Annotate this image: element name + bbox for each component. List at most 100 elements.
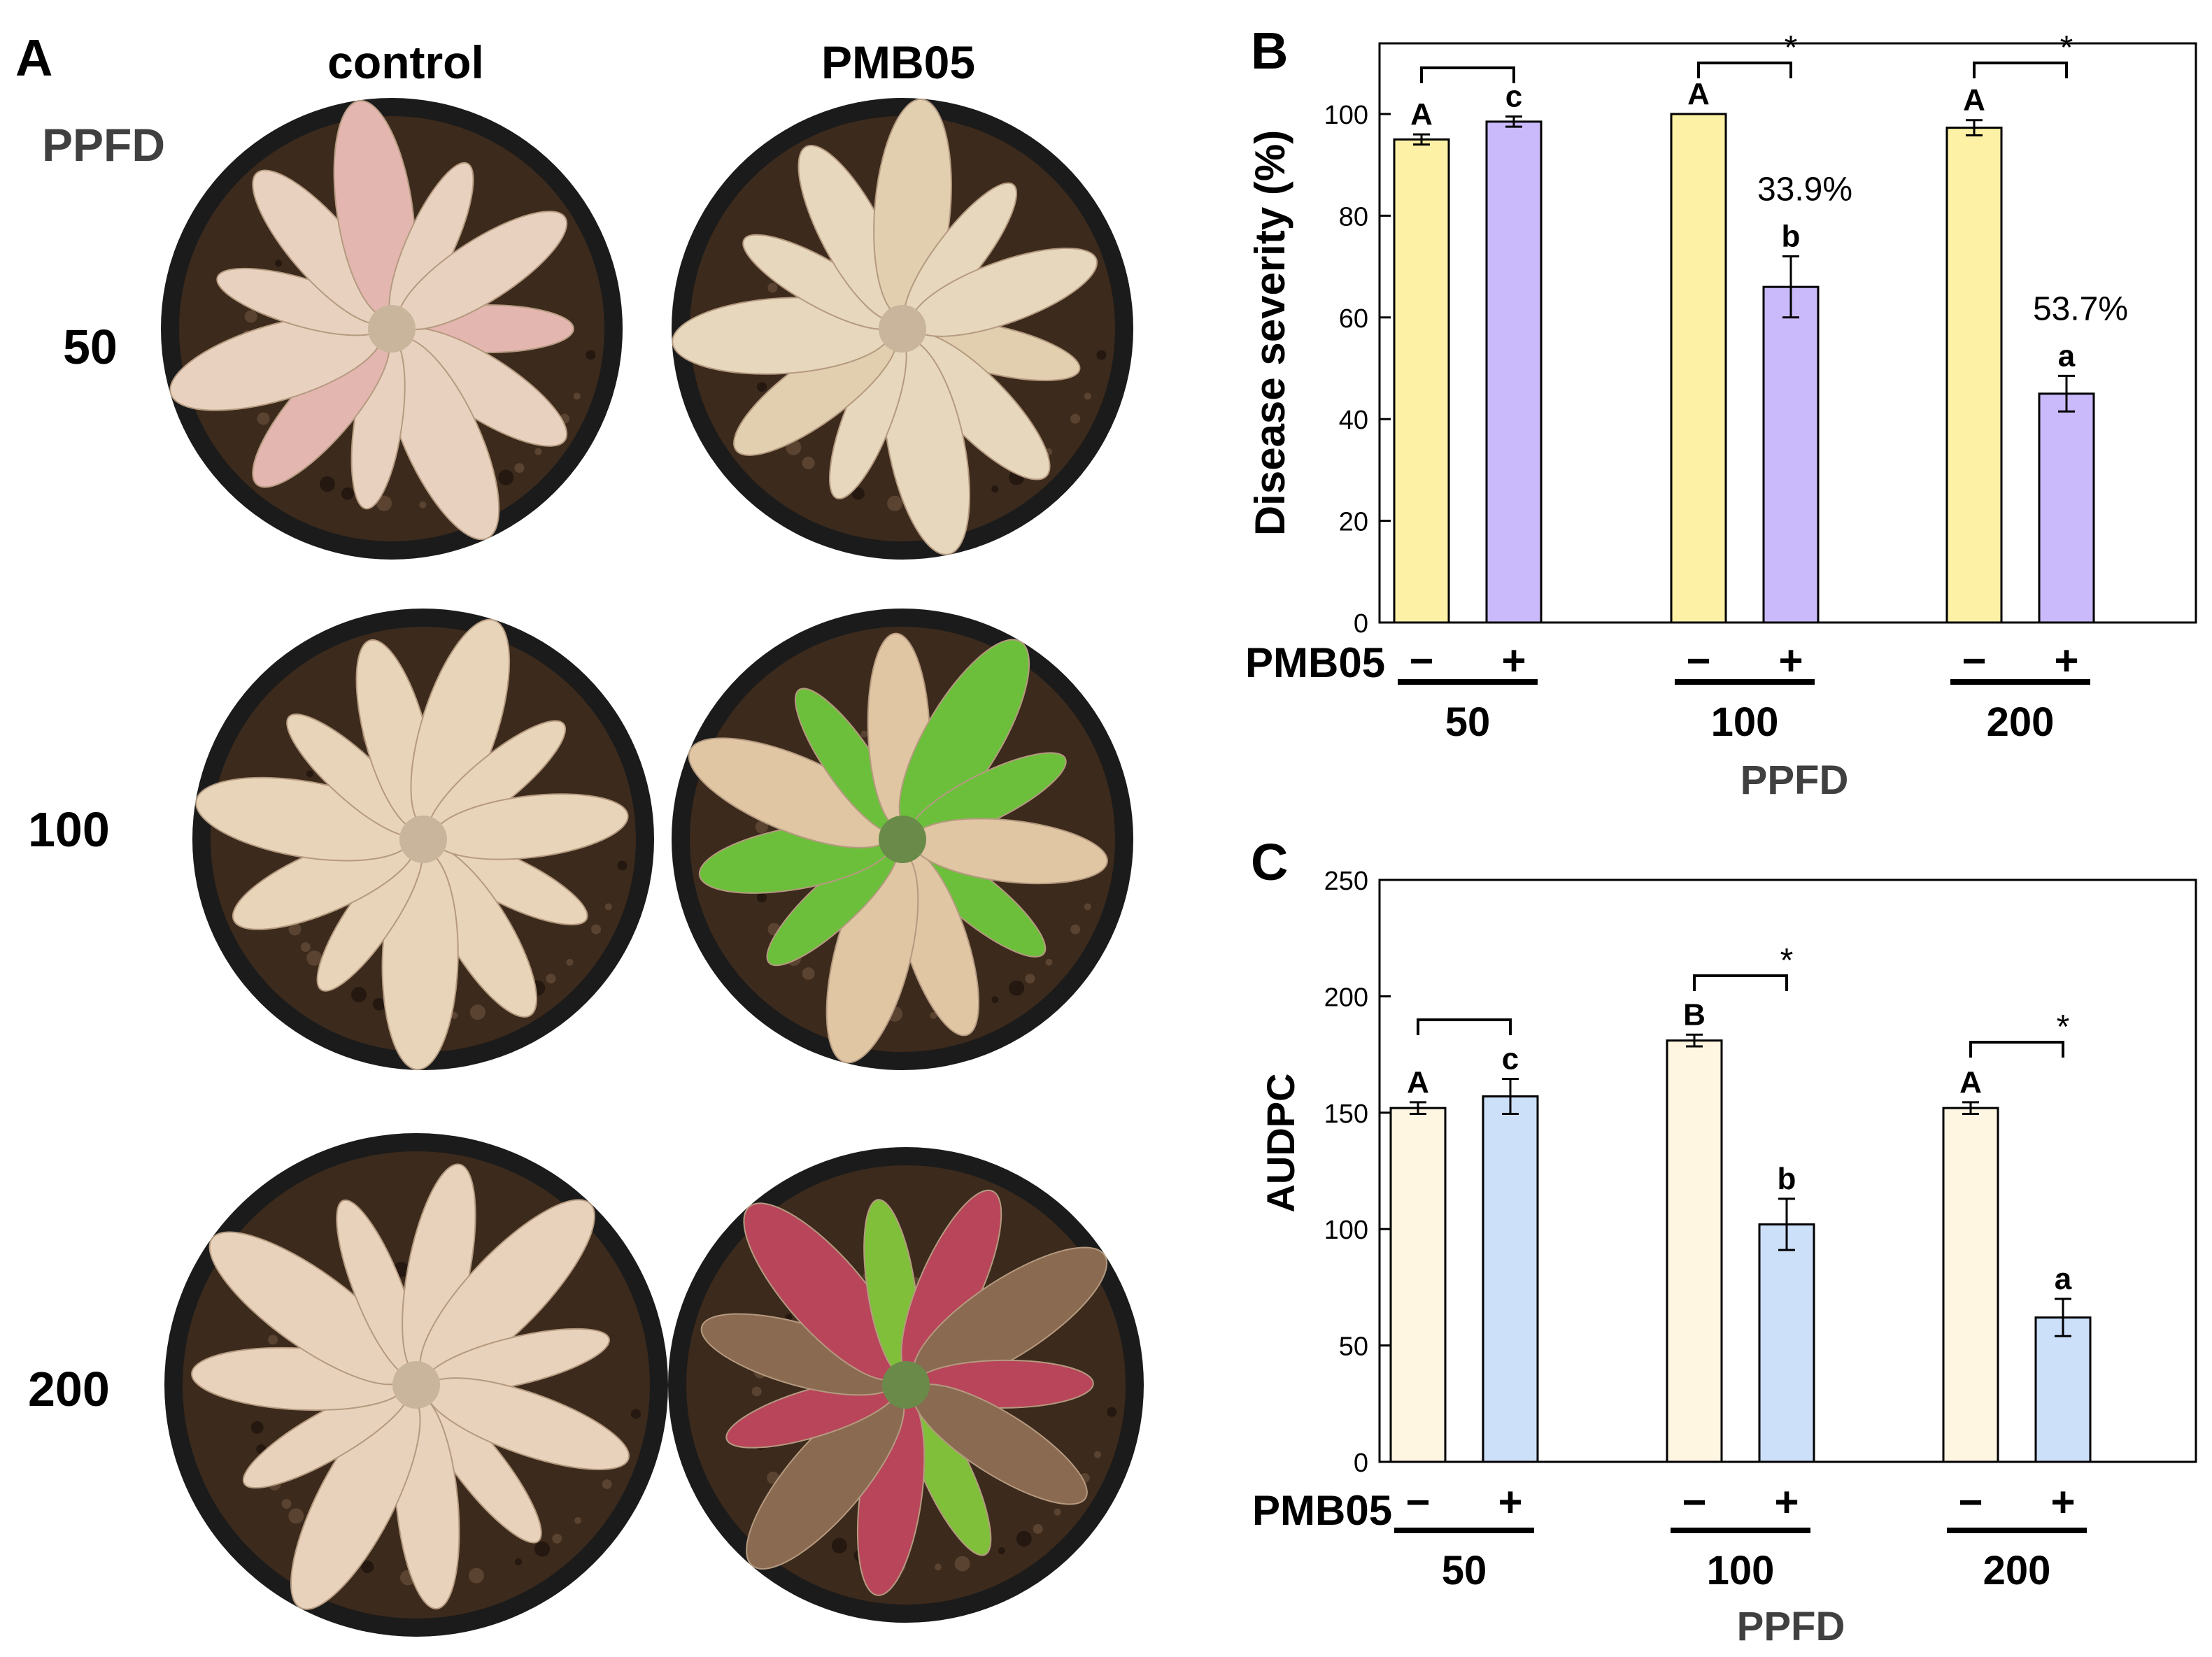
panel-c-label: C [1251,833,1288,891]
chart-b: 0 20 40 60 80 100 A − c +50 A − b + * 33.9% 100 A − a + * 53.7… [1324,29,2128,745]
soil-speck [288,923,302,936]
significance-letter: a [2055,1262,2072,1296]
soil-speck [469,1004,485,1020]
factor-level-marker: − [1682,1479,1706,1526]
col-header-control: control [327,36,484,88]
soil-speck [860,730,868,738]
soil-speck [954,1556,970,1572]
soil-speck [573,392,581,400]
bar [2034,1316,2092,1463]
factor-level-marker: + [1774,1479,1799,1526]
factor-level-marker: + [2054,637,2078,684]
rosette-center [368,305,416,353]
soil-speck [250,1421,264,1434]
soil-speck [630,1409,641,1419]
y-tick-label: 250 [1324,867,1368,896]
soil-speck [767,283,778,293]
factor-level-marker: − [1958,1479,1983,1526]
soil-speck [851,487,865,500]
soil-speck [802,967,815,980]
factor-level-marker: + [1498,1479,1522,1526]
significance-letter: c [1505,80,1522,114]
soil-speck [755,820,768,834]
comparison-bracket [1693,974,1788,991]
bar [1942,1107,1999,1463]
comparison-bracket [1420,66,1515,83]
reduction-label: 33.9% [1757,171,1852,208]
y-tick-label: 50 [1339,1332,1368,1362]
factor-label-b: PMB05 [1245,639,1385,686]
plant-pot-photo [161,98,623,560]
factor-level-marker: − [1405,1479,1430,1526]
bar [1945,127,2003,624]
plant-pot-photo [672,98,1133,560]
soil-speck [300,942,311,953]
category-label: 50 [1442,1548,1487,1593]
y-tick-label: 0 [1354,609,1368,639]
soil-speck [1107,1407,1117,1417]
soil-speck [534,1541,551,1557]
comparison-bracket [1973,62,2068,78]
plant-pot-photo [192,609,654,1071]
soil-speck [1070,413,1081,424]
soil-speck [468,1567,484,1584]
rosette-center [879,816,926,863]
soil-speck [591,924,602,934]
soil-speck [1016,1530,1032,1546]
significance-star: * [1785,29,1798,66]
bar [1393,138,1450,624]
soil-speck [376,495,392,511]
significance-star: * [2060,29,2073,66]
soil-speck [887,495,903,511]
soil-speck [419,501,427,509]
comparison-bracket [1417,1018,1512,1035]
plant-pot-photo [668,1147,1144,1623]
soil-speck [802,456,815,469]
soil-speck [534,448,542,455]
soil-speck [934,1563,942,1571]
factor-level-marker: − [1686,637,1710,684]
soil-speck [514,463,525,474]
soil-speck [604,903,612,911]
category-label: 200 [1983,1548,2051,1593]
factor-level-marker: − [1409,637,1433,684]
category-label: 100 [1711,699,1779,745]
significance-letter: b [1782,220,1801,254]
plant-photos [161,98,1144,1637]
panel-b-label: B [1251,22,1288,80]
significance-star: * [1780,942,1794,979]
plant-pot-photo [164,1133,668,1637]
plant-pot-photo [672,609,1133,1070]
significance-letter: a [2058,339,2076,373]
row-label-200: 200 [28,1362,110,1416]
significance-letter: c [1502,1042,1519,1076]
bar [1389,1107,1447,1463]
rosette-center [392,1361,440,1409]
significance-letter: B [1683,997,1706,1032]
y-tick-label: 200 [1324,983,1368,1012]
soil-speck [566,958,574,966]
significance-letter: A [1407,1065,1429,1100]
soil-speck [602,1479,612,1489]
soil-speck [1093,1451,1101,1458]
rosette-center [399,816,447,863]
soil-speck [498,469,514,485]
y-tick-label: 0 [1354,1449,1368,1478]
significance-letter: A [1963,83,1985,118]
soil-speck [281,1498,292,1509]
y-tick-label: 100 [1324,1216,1368,1245]
soil-speck [1033,1523,1043,1534]
soil-speck [320,476,336,492]
soil-speck [991,485,999,493]
bar [1482,1095,1539,1463]
significance-letter: A [1410,97,1433,131]
y-tick-label: 60 [1339,304,1368,334]
factor-label-c: PMB05 [1252,1487,1392,1534]
soil-speck [574,1516,582,1524]
category-label: 50 [1445,699,1491,745]
category-label: 200 [1987,699,2055,745]
soil-speck [1054,1508,1061,1516]
soil-speck [244,310,257,323]
soil-speck [757,382,767,392]
bar [1666,1039,1723,1463]
